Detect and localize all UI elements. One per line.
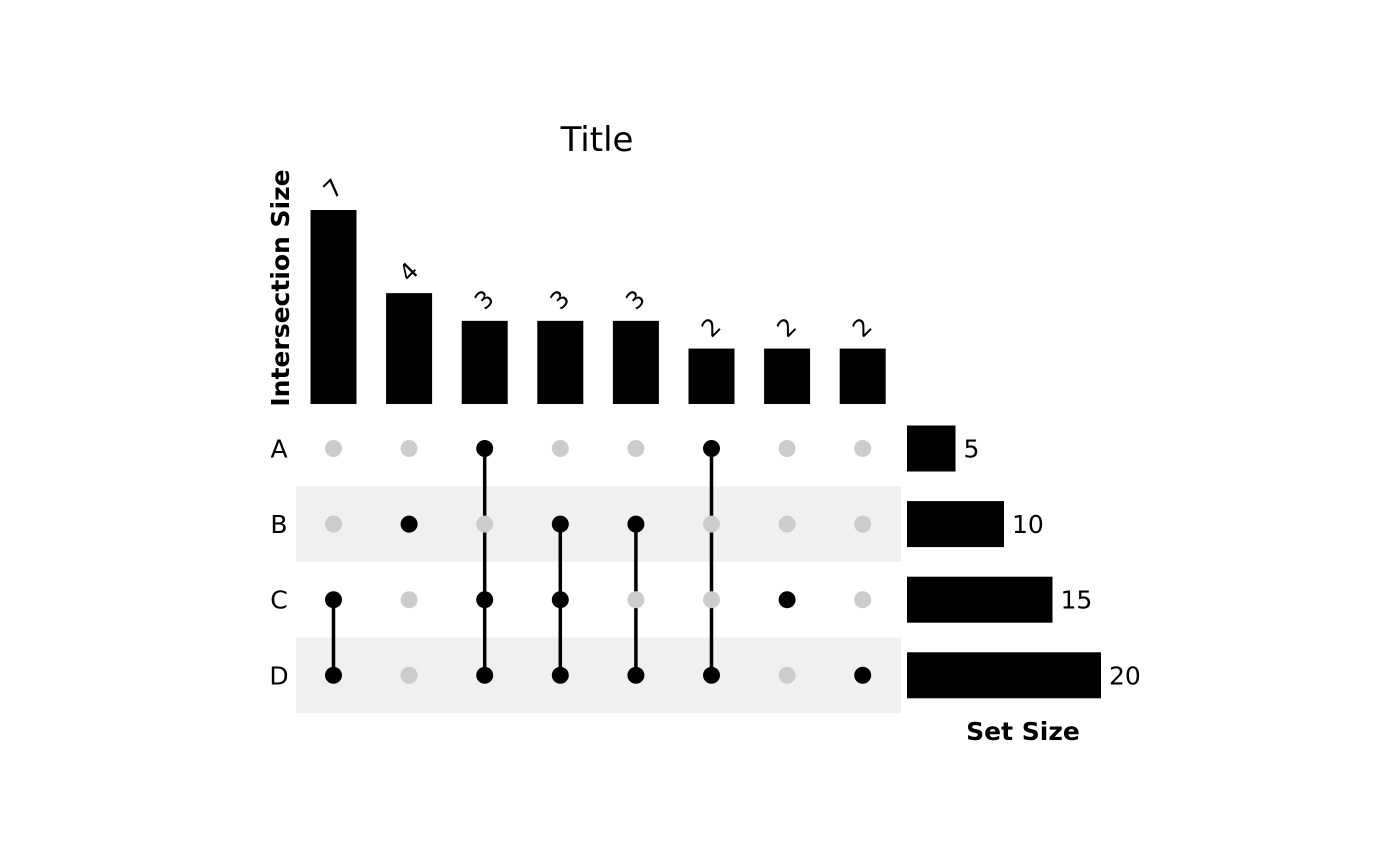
set-size-bar xyxy=(907,501,1004,548)
set-size-bar xyxy=(907,652,1101,699)
set-label: C xyxy=(270,586,287,615)
matrix-dot-active xyxy=(703,440,720,457)
intersection-matrix: A B C D xyxy=(269,435,872,690)
matrix-dot-active xyxy=(551,666,569,684)
intersection-size-label: 7 xyxy=(318,174,349,205)
matrix-dot-active xyxy=(551,515,569,533)
matrix-dot-inactive xyxy=(854,591,872,609)
intersection-bar xyxy=(310,210,357,404)
matrix-dot-inactive xyxy=(778,440,796,457)
matrix-dot-inactive xyxy=(400,440,418,457)
matrix-dot-active xyxy=(627,515,645,533)
intersection-bar xyxy=(386,293,433,404)
matrix-dot-inactive xyxy=(627,591,645,609)
set-label: A xyxy=(270,435,287,464)
matrix-dot-active xyxy=(476,440,494,457)
matrix-dot-active xyxy=(703,666,720,684)
matrix-dot-active xyxy=(325,666,342,684)
intersection-size-label: 2 xyxy=(847,312,878,343)
matrix-dot-active xyxy=(551,591,569,609)
intersection-size-label: 4 xyxy=(394,257,425,288)
matrix-dot-inactive xyxy=(854,515,872,533)
intersection-size-axis-title: Intersection Size xyxy=(266,169,295,406)
matrix-dot-inactive xyxy=(476,515,494,533)
intersection-bar xyxy=(612,320,659,404)
intersection-bar xyxy=(839,348,886,404)
matrix-dot-active xyxy=(778,591,796,609)
intersection-size-label: 3 xyxy=(620,284,651,315)
intersection-size-label: 2 xyxy=(696,312,727,343)
set-label: B xyxy=(270,510,287,539)
matrix-dot-inactive xyxy=(703,591,720,609)
set-size-axis-title: Set Size xyxy=(966,717,1080,746)
matrix-dot-active xyxy=(627,666,645,684)
matrix-stripes xyxy=(296,486,901,714)
matrix-dot-inactive xyxy=(627,440,645,457)
matrix-dot-inactive xyxy=(400,666,418,684)
matrix-dot-inactive xyxy=(325,515,342,533)
set-size-bars: 5 10 15 20 xyxy=(907,425,1141,699)
chart-title: Title xyxy=(560,120,634,160)
matrix-dot-inactive xyxy=(778,515,796,533)
matrix-dot-active xyxy=(476,591,494,609)
matrix-dot-active xyxy=(854,666,872,684)
set-label: D xyxy=(269,661,288,690)
set-size-label: 20 xyxy=(1109,661,1141,690)
intersection-size-label: 3 xyxy=(545,284,576,315)
matrix-dot-inactive xyxy=(854,440,872,457)
set-size-bar xyxy=(907,425,956,472)
matrix-dot-inactive xyxy=(400,591,418,609)
intersection-bars: 7 4 3 3 3 2 2 2 xyxy=(310,174,886,404)
matrix-dot-active xyxy=(476,666,494,684)
matrix-dot-inactive xyxy=(778,666,796,684)
set-size-label: 15 xyxy=(1061,586,1093,615)
intersection-bar xyxy=(461,320,508,404)
set-size-label: 10 xyxy=(1012,510,1044,539)
set-size-label: 5 xyxy=(964,435,980,464)
intersection-size-label: 2 xyxy=(772,312,803,343)
intersection-bar xyxy=(688,348,735,404)
intersection-bar xyxy=(537,320,584,404)
set-size-bar xyxy=(907,576,1053,623)
matrix-dot-inactive xyxy=(325,440,342,457)
intersection-size-label: 3 xyxy=(469,284,500,315)
matrix-stripe xyxy=(296,637,901,714)
matrix-stripe xyxy=(296,486,901,562)
intersection-bar xyxy=(764,348,811,404)
matrix-dot-inactive xyxy=(703,515,720,533)
matrix-dot-active xyxy=(325,591,342,609)
matrix-dot-inactive xyxy=(551,440,569,457)
matrix-dot-active xyxy=(400,515,418,533)
